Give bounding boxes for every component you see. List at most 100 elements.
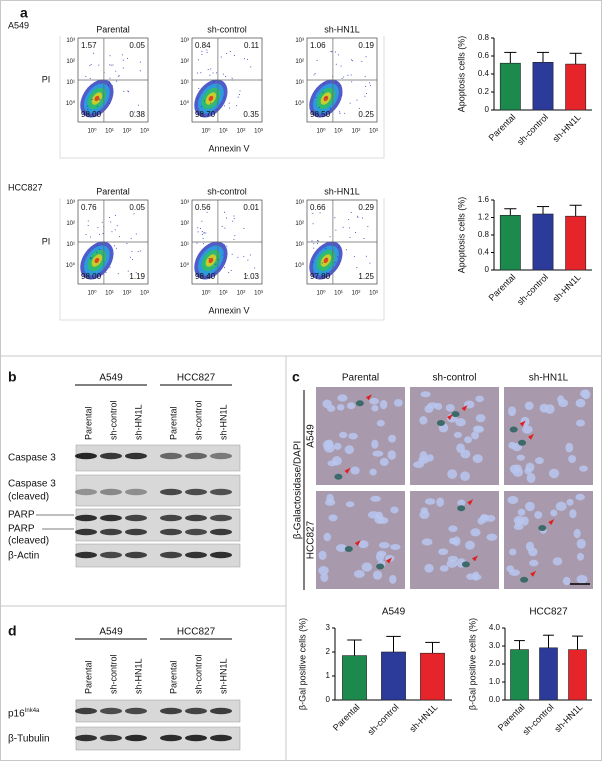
cell-dot [364, 76, 366, 78]
nucleus [524, 467, 532, 475]
cell-dot [337, 256, 339, 258]
nucleus [390, 506, 399, 514]
cell-dot [201, 50, 203, 52]
nucleus [525, 501, 535, 512]
nucleus [344, 445, 354, 455]
cell-dot [348, 227, 350, 229]
cell-dot [361, 217, 363, 219]
blot-band [125, 488, 147, 496]
cell-dot [213, 80, 215, 82]
cell-dot [133, 213, 135, 215]
y-tick-label: 1.2 [478, 213, 490, 222]
nucleus [369, 397, 380, 405]
blot-band [185, 514, 207, 522]
group-label: A549 [99, 627, 123, 638]
nucleus [434, 402, 443, 411]
x-tick-label: sh-HN1L [407, 702, 439, 734]
nucleus [378, 541, 390, 549]
cell-dot [325, 257, 327, 259]
cell-dot [325, 272, 327, 274]
nucleus [370, 495, 381, 502]
cell-dot [238, 94, 240, 96]
nucleus [579, 465, 588, 472]
nucleus [568, 454, 577, 464]
quadrant-value: 0.01 [243, 203, 259, 212]
flow-tick-label: 10⁰ [316, 290, 326, 297]
y-tick-label: 0 [485, 105, 490, 114]
cell-dot [312, 223, 314, 225]
quadrant-value: 0.19 [358, 41, 374, 50]
panel-label: c [292, 369, 300, 385]
cell-dot [122, 67, 124, 69]
cell-dot [349, 102, 351, 104]
cell-dot [342, 226, 344, 228]
cell-dot [231, 77, 233, 79]
flow-tick-label: 10¹ [295, 80, 304, 86]
quadrant-value: 97.80 [310, 272, 331, 281]
cell-dot [203, 232, 205, 234]
axis-label-x: Annexin V [208, 143, 249, 153]
cell-dot [206, 49, 208, 51]
cell-dot [109, 266, 111, 268]
cell-dot [350, 211, 352, 213]
nucleus [471, 431, 480, 440]
cell-dot [318, 107, 320, 109]
blot-band [160, 551, 182, 559]
nucleus [388, 434, 397, 443]
cell-dot [87, 108, 89, 110]
cell-dot [108, 103, 110, 105]
cell-dot [135, 272, 137, 274]
quadrant-value: 1.19 [129, 272, 145, 281]
nucleus [545, 404, 555, 414]
cell-dot [114, 245, 116, 247]
nucleus [507, 496, 519, 505]
cell-dot [312, 261, 314, 263]
nucleus [472, 454, 483, 464]
stained-cell [509, 426, 518, 433]
blot-band [125, 707, 147, 715]
plot-title: sh-control [207, 186, 247, 196]
blot-band [75, 488, 97, 496]
nucleus [566, 498, 574, 506]
cell-dot [228, 102, 230, 104]
blot-band [75, 452, 97, 460]
cell-dot [134, 111, 136, 113]
cell-dot [350, 74, 352, 76]
cell-line-label: HCC827 [8, 182, 43, 192]
nucleus [326, 404, 336, 412]
cell-dot [329, 236, 331, 238]
cell-dot [201, 53, 203, 55]
cell-density [323, 95, 329, 102]
cell-dot [201, 231, 203, 233]
quadrant-value: 0.66 [310, 203, 326, 212]
flow-tick-label: 10² [295, 59, 304, 65]
nucleus [393, 398, 403, 407]
cell-dot [352, 60, 354, 62]
blot-strip [75, 508, 241, 542]
cell-dot [313, 243, 315, 245]
blot-label: PARP [8, 510, 35, 521]
lane-label: sh-HN1L [218, 404, 228, 440]
blot-band [210, 488, 232, 496]
blot-band [125, 734, 147, 742]
lane-label: sh-control [108, 654, 118, 694]
nucleus [350, 466, 360, 475]
y-tick-label: 3 [326, 623, 331, 632]
cell-dot [224, 211, 226, 213]
cell-dot [212, 72, 214, 74]
flow-tick-label: 10⁰ [87, 290, 97, 297]
quadrant-value: 98.50 [310, 110, 331, 119]
cell-dot [224, 244, 226, 246]
nucleus [420, 391, 431, 398]
cell-dot [92, 112, 94, 114]
cell-dot [312, 212, 314, 214]
arrowhead [467, 499, 474, 506]
nucleus [333, 442, 342, 450]
cell-dot [99, 99, 101, 101]
cell-dot [243, 58, 245, 60]
cell-dot [225, 76, 227, 78]
cell-dot [249, 254, 251, 256]
quadrant-value: 98.70 [195, 110, 216, 119]
cell-dot [338, 84, 340, 86]
cell-dot [236, 105, 238, 107]
